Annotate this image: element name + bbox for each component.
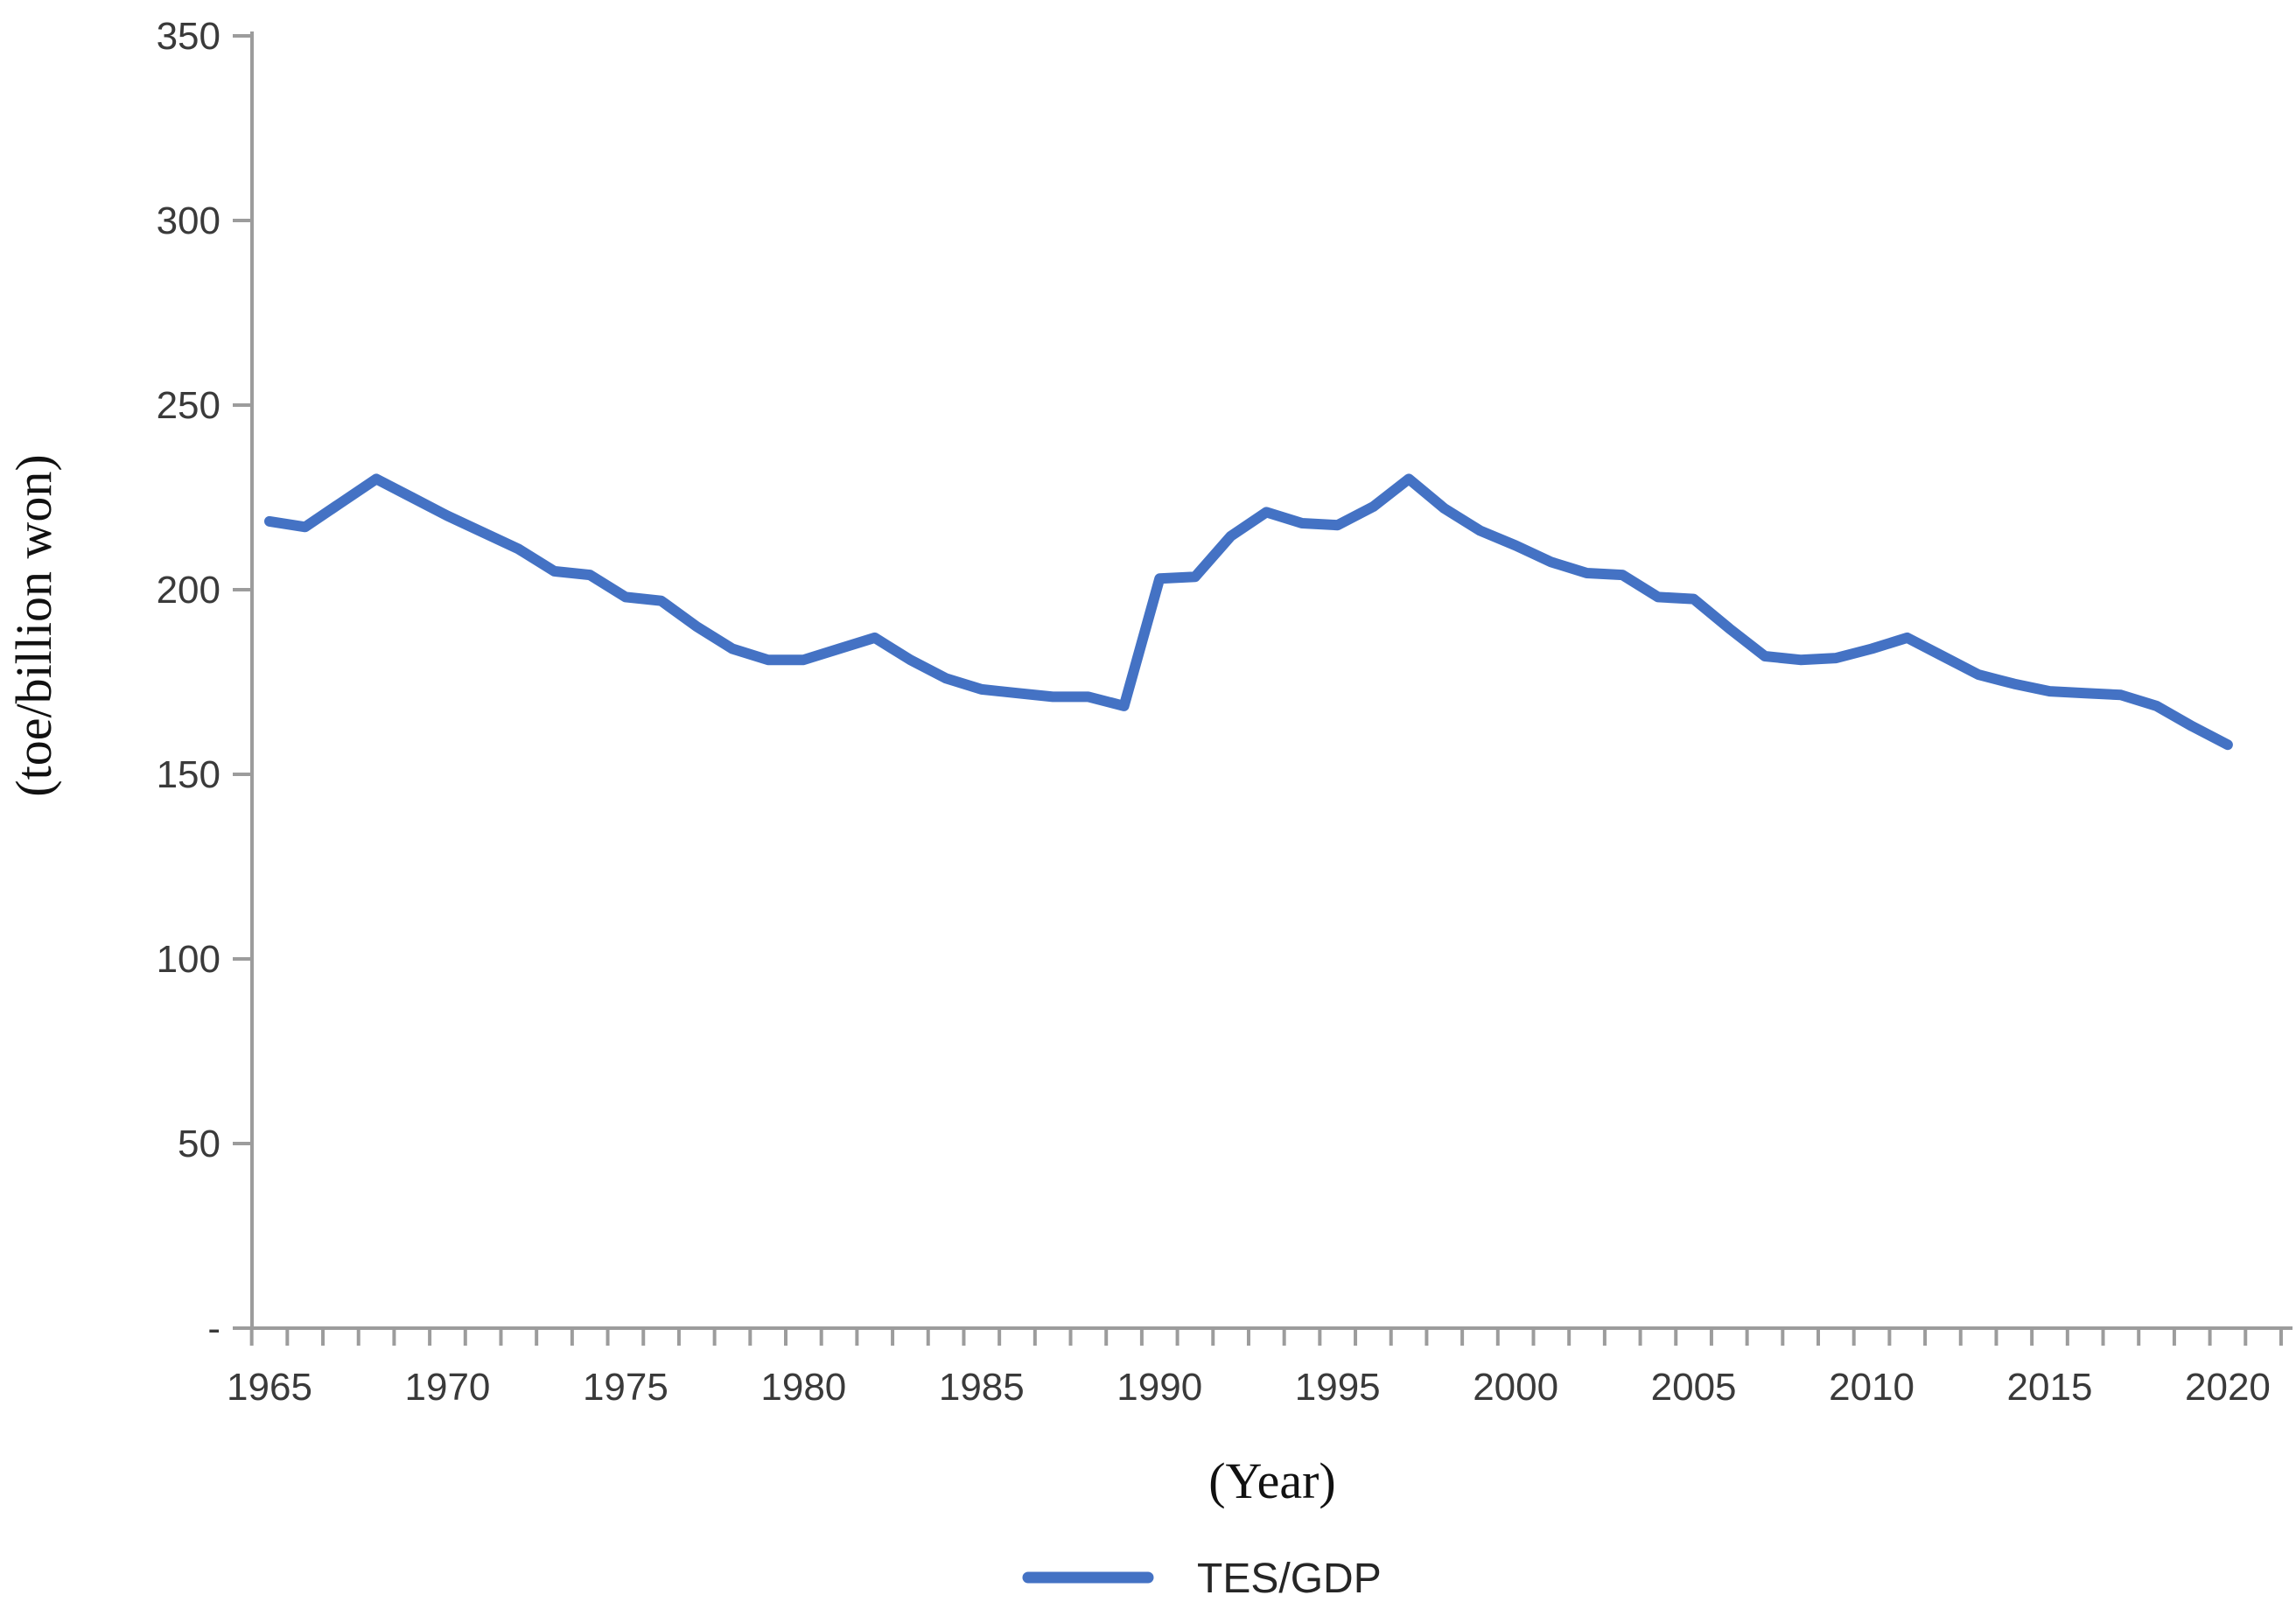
y-tick-label: 250 xyxy=(157,384,220,427)
y-tick-label: - xyxy=(207,1307,220,1350)
x-tick-label: 1975 xyxy=(583,1366,668,1409)
x-tick-label: 1965 xyxy=(227,1366,312,1409)
x-tick-label: 1995 xyxy=(1295,1366,1381,1409)
y-tick-label: 350 xyxy=(157,15,220,58)
y-tick-label: 100 xyxy=(157,938,220,981)
x-axis-title: (Year) xyxy=(1208,1452,1336,1509)
x-tick-label: 1985 xyxy=(939,1366,1025,1409)
x-tick-label: 1980 xyxy=(760,1366,846,1409)
legend: TES/GDP xyxy=(1022,1556,1382,1602)
y-tick-label: 150 xyxy=(157,753,220,796)
axis-tick-labels: - 50 100 150 200 250 300 350 1965 1970 1975 1980 198… xyxy=(157,15,2271,1409)
x-tick-label: 2000 xyxy=(1473,1366,1558,1409)
x-tick-label: 2020 xyxy=(2185,1366,2271,1409)
x-tick-label: 2015 xyxy=(2007,1366,2093,1409)
axis-ticks xyxy=(233,34,2283,1346)
x-tick-label: 1990 xyxy=(1116,1366,1202,1409)
y-tick-label: 200 xyxy=(157,569,220,612)
y-tick-label: 50 xyxy=(178,1123,220,1165)
y-axis-title: (toe/billion won) xyxy=(5,454,62,796)
x-tick-label: 2010 xyxy=(1829,1366,1914,1409)
x-tick-label: 2005 xyxy=(1651,1366,1737,1409)
series-line-tes-gdp xyxy=(264,473,2233,751)
axes xyxy=(250,31,2292,1330)
x-tick-label: 1970 xyxy=(405,1366,491,1409)
y-tick-label: 300 xyxy=(157,199,220,242)
legend-label: TES/GDP xyxy=(1197,1556,1382,1602)
